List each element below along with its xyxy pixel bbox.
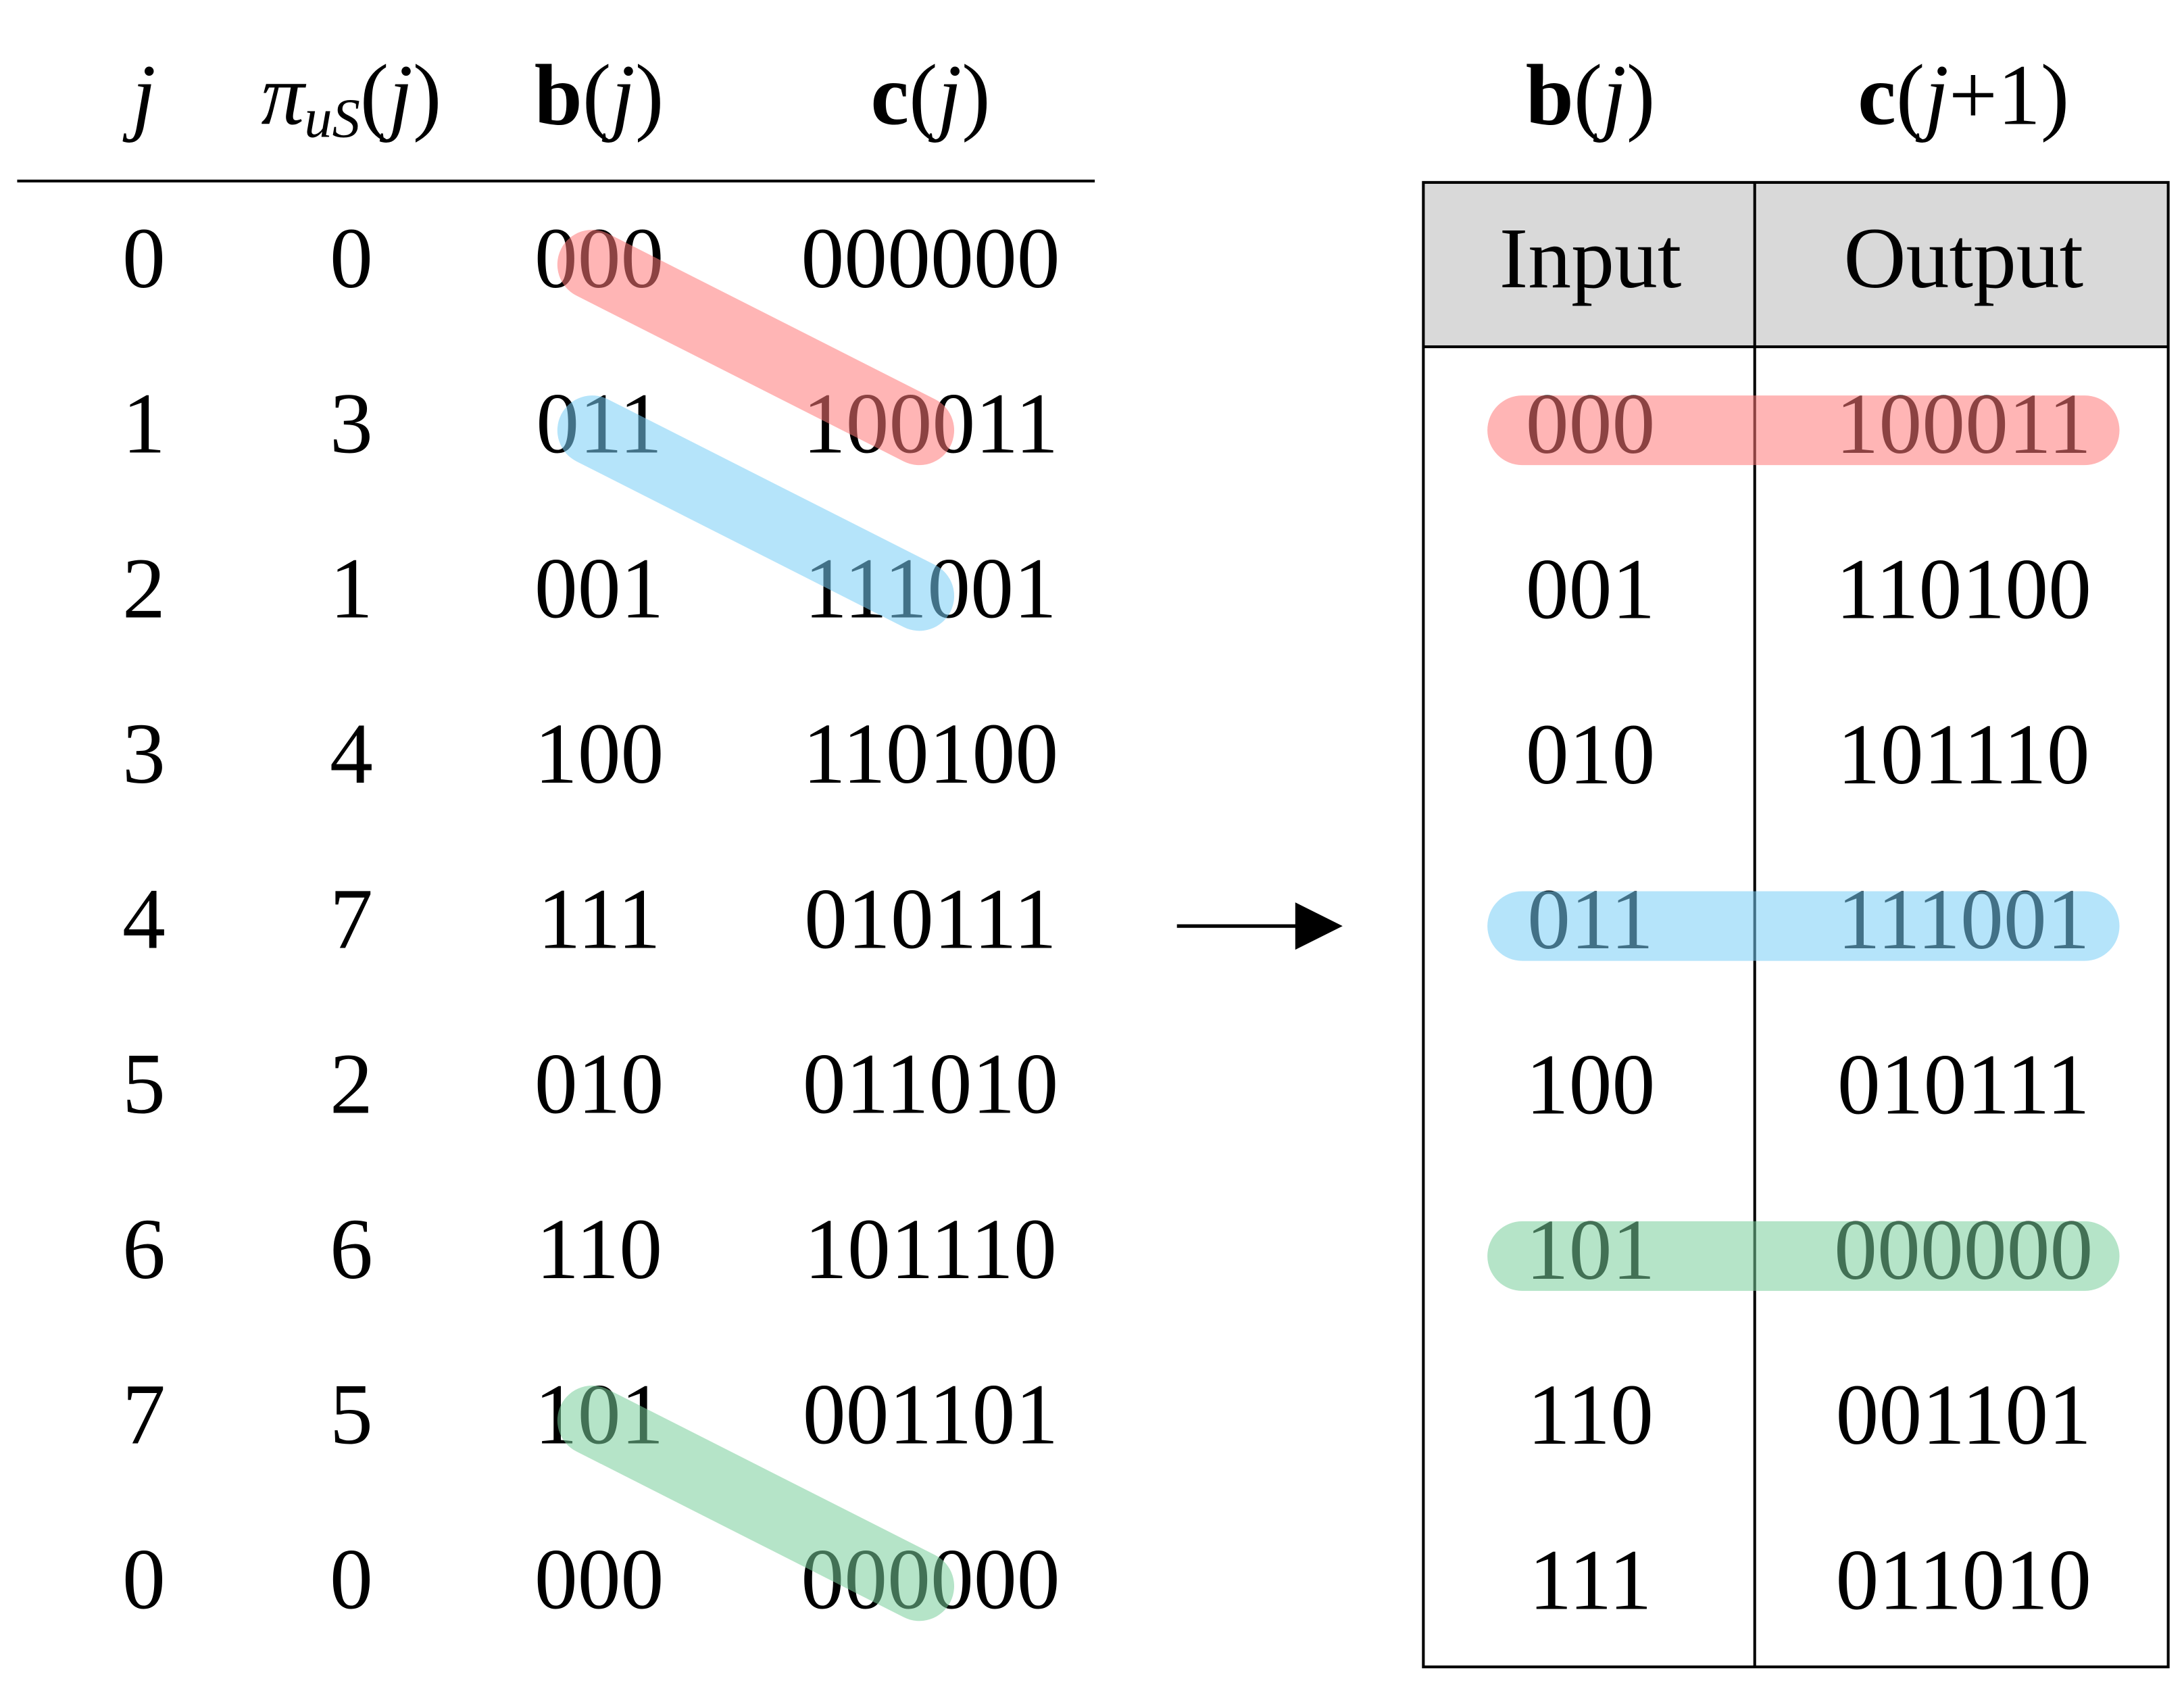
left-cell: 7: [330, 871, 373, 967]
highlight-red: [557, 229, 955, 466]
header-part: uS: [304, 87, 359, 149]
header-part: (: [1574, 47, 1603, 143]
left-cell: 5: [330, 1366, 373, 1462]
left-cell: 000: [535, 1532, 664, 1628]
left-cell: 000000: [801, 210, 1060, 306]
right-header-c: c(j+1): [1858, 47, 2069, 143]
right-cell: 001: [1526, 541, 1656, 637]
left-cell: 110: [536, 1201, 662, 1297]
left-cell: 111: [538, 871, 661, 967]
highlight-green: [1487, 1221, 2120, 1291]
left-cell: 4: [330, 706, 373, 802]
header-part: +1): [1949, 47, 2069, 143]
left-cell: 010111: [804, 871, 1057, 967]
table-header: Output: [1843, 210, 2083, 306]
left-cell: 001: [535, 541, 664, 637]
right-cell: 010: [1526, 706, 1656, 802]
right-cell: 101110: [1837, 706, 2090, 802]
right-cell: 010111: [1837, 1036, 2090, 1132]
left-cell: 7: [122, 1366, 166, 1462]
header-part: c: [1858, 47, 1896, 143]
header-part: (: [909, 47, 938, 143]
left-cell: 2: [330, 1036, 373, 1132]
left-cell: 001101: [803, 1366, 1058, 1462]
right-cell: 001101: [1836, 1367, 2091, 1463]
left-cell: 0: [330, 210, 373, 306]
header-b: b(j): [535, 47, 664, 143]
left-cell: 100: [535, 706, 664, 802]
right-header-b: b(j): [1526, 47, 1656, 143]
header-part: (: [360, 47, 389, 143]
highlight-green: [557, 1386, 955, 1621]
left-cell: 3: [122, 706, 166, 802]
header-pi: πuS(j): [261, 47, 441, 149]
table-header: Input: [1499, 210, 1682, 306]
header-part: b: [535, 47, 582, 143]
highlights: [557, 229, 2120, 1621]
header-part: ): [1627, 47, 1656, 143]
header-part: (: [582, 47, 612, 143]
header-part: ): [635, 47, 664, 143]
table-border: [1422, 180, 2170, 1669]
header-part: (: [1896, 47, 1925, 143]
left-cell: 0: [330, 1532, 373, 1628]
right-cell: 100: [1526, 1036, 1656, 1132]
left-cell: 6: [122, 1201, 166, 1297]
table-header-bg: [1423, 182, 2168, 347]
left-cell: 010: [535, 1036, 664, 1132]
highlight-blue: [1487, 891, 2120, 961]
header-c: c(j): [870, 47, 990, 143]
left-cell: 011010: [803, 1036, 1058, 1132]
left-cell: 101110: [804, 1201, 1057, 1297]
left-cell: 5: [122, 1036, 166, 1132]
left-cell: 2: [122, 541, 166, 637]
left-cell: 0: [122, 1532, 166, 1628]
header-part: π: [261, 47, 306, 143]
right-cell: 110100: [1836, 541, 2091, 637]
left-cell: 1: [330, 541, 373, 637]
header-part: b: [1526, 47, 1574, 143]
header-part: ): [962, 47, 991, 143]
header-part: ): [413, 47, 442, 143]
arrow-head: [1295, 902, 1343, 950]
right-cell: 110: [1527, 1367, 1654, 1463]
right-cell: 011010: [1836, 1532, 2091, 1628]
left-cell: 0: [122, 210, 166, 306]
left-cell: 110100: [803, 706, 1058, 802]
left-cell: 3: [330, 375, 373, 471]
cells: 0000000000013011100011210011110013410011…: [122, 210, 2093, 1628]
highlight-red: [1487, 395, 2120, 466]
highlight-blue: [557, 395, 955, 631]
left-cell: 6: [330, 1201, 373, 1297]
left-cell: 4: [122, 871, 166, 967]
header-part: c: [870, 47, 909, 143]
left-cell: 1: [122, 375, 166, 471]
right-cell: 111: [1529, 1532, 1652, 1628]
